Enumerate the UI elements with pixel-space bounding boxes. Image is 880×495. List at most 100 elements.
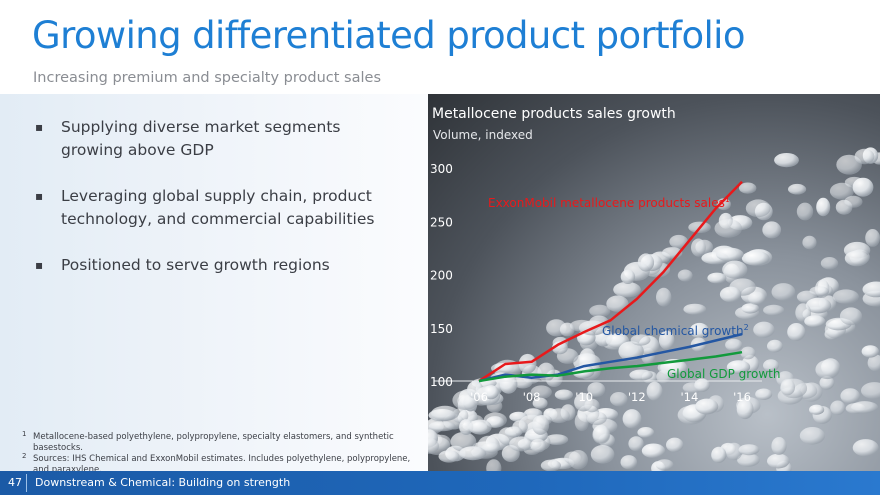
footnote-text: Sources: IHS Chemical and ExxonMobil est… [33, 454, 411, 475]
pellet [725, 442, 743, 461]
bullet-text: Positioned to serve growth regions [61, 256, 330, 274]
pellet [641, 443, 666, 459]
pellet [771, 437, 787, 455]
pellets-photo-background [428, 94, 880, 471]
pellet [737, 453, 760, 467]
series-line-1 [478, 332, 743, 383]
pellet [589, 304, 611, 318]
pellet [586, 411, 607, 425]
pellet [805, 297, 832, 314]
pellet [763, 304, 785, 316]
pellet [666, 437, 684, 453]
pellet [584, 398, 600, 413]
pellet [486, 459, 502, 471]
pellet [739, 182, 757, 194]
x-tick-label: '14 [681, 390, 699, 404]
pellet [787, 323, 806, 341]
pellet [865, 229, 880, 247]
footer-text: Downstream & Chemical: Building on stren… [35, 476, 291, 489]
pellet [861, 382, 880, 400]
pellet [740, 346, 756, 360]
pellet [788, 183, 807, 195]
pellet [592, 425, 611, 444]
pellet [481, 442, 501, 453]
y-tick-label: 150 [430, 322, 453, 336]
pellet [656, 369, 673, 384]
pellet [630, 334, 651, 346]
pellet [618, 341, 644, 361]
pellet [695, 398, 719, 415]
series-footnote-marker: 1 [725, 195, 730, 204]
pellet [628, 436, 644, 452]
pellet [540, 459, 561, 471]
pellet [820, 257, 839, 270]
footnote-number: 2 [22, 452, 27, 460]
pellet [726, 360, 751, 374]
y-tick-label: 200 [430, 269, 453, 283]
pellet [545, 434, 569, 445]
pellet [755, 388, 773, 400]
pellet [658, 330, 675, 350]
footnote-text: Metallocene-based polyethylene, polyprop… [33, 432, 394, 453]
pellet [736, 399, 754, 420]
pellet [574, 412, 589, 432]
pellet [655, 459, 674, 471]
footnotes: 1 Metallocene-based polyethylene, polypr… [22, 430, 422, 476]
footer-divider [26, 474, 27, 492]
pellet [767, 339, 783, 353]
pellet [620, 269, 636, 284]
pellet [438, 450, 460, 463]
pellet [780, 379, 795, 396]
slide-subtitle: Increasing premium and specialty product… [33, 70, 381, 86]
pellet [669, 234, 688, 249]
pellet [620, 455, 638, 470]
bullet-item: ▪ Positioned to serve growth regions [35, 254, 405, 277]
pellet [809, 286, 829, 297]
pellet [459, 446, 487, 461]
y-tick-label: 300 [430, 162, 453, 176]
pellet [799, 427, 825, 445]
pellet [548, 408, 570, 424]
pellet [509, 436, 533, 452]
bullet-marker-icon: ▪ [35, 120, 44, 134]
pellet [646, 381, 663, 401]
pellet [610, 392, 628, 407]
pellet [714, 219, 743, 238]
pellet [656, 287, 672, 307]
pellet [725, 338, 743, 352]
pellet [518, 353, 537, 374]
pellet [568, 450, 588, 470]
left-panel [0, 94, 428, 471]
y-tick-label: 100 [430, 375, 453, 389]
footer-bar: 47 Downstream & Chemical: Building on st… [0, 471, 880, 495]
pellet [530, 385, 552, 399]
x-tick-label: '06 [470, 390, 488, 404]
pellet [707, 272, 727, 284]
pellet [832, 289, 859, 304]
pellet [819, 376, 835, 390]
pellet [554, 389, 573, 401]
pellet [804, 315, 826, 328]
pellet [753, 321, 775, 338]
series-line-0 [478, 180, 743, 383]
bullet-marker-icon: ▪ [35, 258, 44, 272]
bullet-marker-icon: ▪ [35, 189, 44, 203]
pellet [745, 199, 771, 218]
pellet [716, 198, 731, 211]
pellet [722, 260, 748, 279]
pellet [468, 419, 492, 435]
bullet-item: ▪ Supplying diverse market segments grow… [35, 116, 405, 162]
pellet [504, 426, 523, 438]
pellet [532, 415, 550, 435]
pellet [715, 247, 744, 262]
pellet [452, 390, 479, 411]
pellet [854, 148, 875, 165]
pellet [741, 303, 760, 314]
footnote-number: 1 [22, 430, 27, 438]
pellet [499, 374, 518, 394]
pellet [637, 253, 655, 272]
pellet [809, 404, 825, 415]
pellet [689, 322, 709, 339]
pellet [428, 438, 439, 454]
